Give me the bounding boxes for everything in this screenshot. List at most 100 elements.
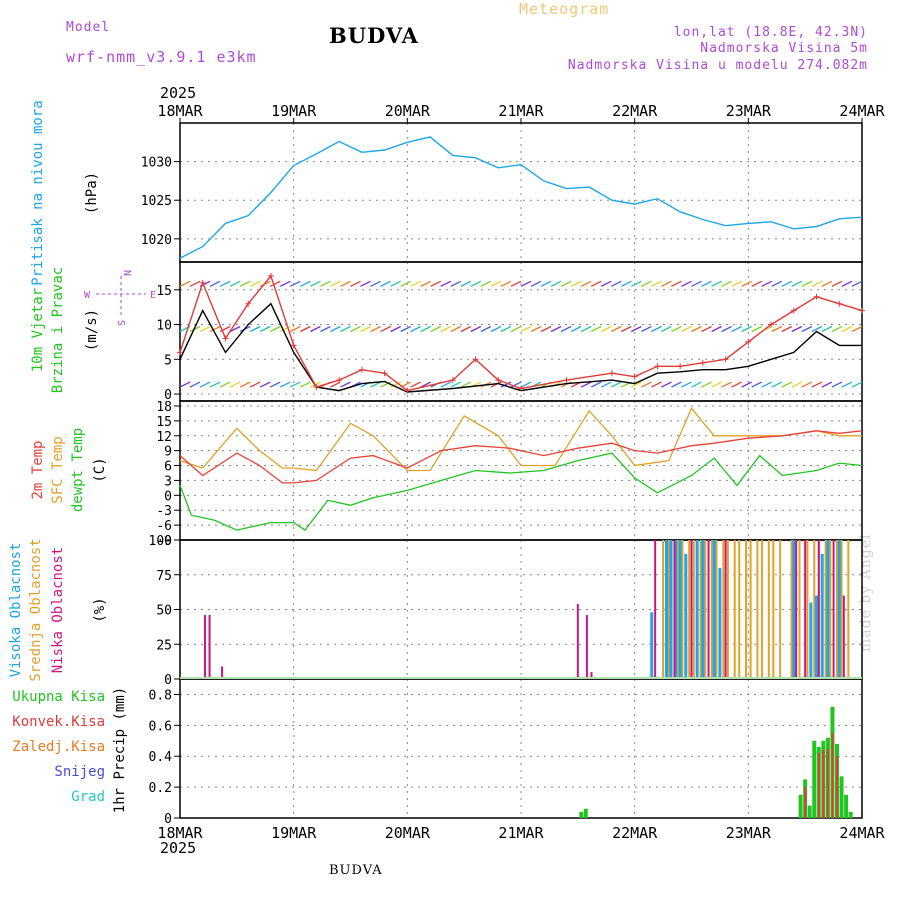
dewpt-ylabel: dewpt Temp [70,428,86,512]
cloud-bar [715,540,718,679]
ytick-label: 0 [164,673,172,688]
wind-arrow [701,381,712,388]
wind-arrow [621,325,632,333]
ytick-label: 0.2 [149,781,172,796]
panel-frame [179,678,863,819]
precip-bar-total [798,794,803,818]
wind-arrow [731,325,742,333]
cloud-bar [576,603,579,679]
ytick-label: 15 [156,284,172,299]
wind-arrow [661,325,672,333]
wind-arrow [300,381,311,388]
xtick-label-bottom: 20MAR [385,824,431,842]
cloud-bar [724,540,727,679]
wind-arrow [711,325,722,333]
xtick-label-bottom: 23MAR [726,824,772,842]
wind-arrow [851,381,863,388]
wind-arrow [450,280,462,287]
xtick-label-bottom: 22MAR [612,824,658,842]
wind-arrow [791,381,803,388]
wind-arrow [751,325,762,333]
ytick-label: -6 [156,519,172,534]
wind-arrow [761,381,772,388]
cloud-bar [704,540,707,679]
ytick-label: 25 [156,638,172,653]
wind-arrow [450,381,462,388]
cloud-bar [688,540,691,679]
wind-arrow [500,381,512,388]
wind-arrow [490,325,502,333]
wind-arrow [249,381,261,388]
wind-arrow [340,381,351,388]
wind-arrow [480,280,492,287]
cloud-bar [695,540,699,679]
gust-marker [199,279,206,286]
wind-arrow [510,325,522,333]
gust-marker [358,366,365,373]
wind-arrow [661,381,672,388]
wind-arrow [641,280,652,287]
xtick-label-bottom: 18MAR [157,824,203,842]
ytick-label: 6 [164,460,172,475]
wind-arrow [681,280,692,287]
wind-arrow [300,325,311,333]
gust-marker [518,385,524,392]
footer-station: BUDVA [329,863,383,878]
cloud-bar [829,540,832,679]
wind-arrow [610,381,622,388]
wind-arrow [500,280,512,287]
wind-arrow [390,381,401,388]
wind-arrow [219,280,231,287]
wind-arrow [560,280,572,287]
wind-arrow [570,325,582,333]
wind-arrow [360,325,371,333]
cloud-bar [710,540,713,679]
sfc-temp-line [179,407,862,472]
cloud-bar [847,540,850,679]
ytick-label: 1030 [141,156,172,171]
wind-arrow [179,280,191,287]
wind-arrow [209,381,221,388]
cloud-bar [701,540,705,679]
wind-arrow [280,325,291,333]
gust-marker [245,300,252,307]
wind-arrow [470,280,482,287]
xtick-label-top: 24MAR [839,102,885,120]
precip-bar-conv [817,753,820,818]
cloud-bar [674,540,678,679]
cloud-bar [707,540,710,679]
wind-arrow [671,381,682,388]
wind-arrow [580,280,592,287]
model-altitude-label: Nadmorska Visina u modelu 274.082m [567,58,868,73]
cloud-bar [842,595,845,679]
wind-arrow [400,280,411,287]
panel-pressure: 1020 1025 1030 [141,122,863,263]
dir-legend-e: E [150,290,156,301]
high-cloud-ylabel: Visoka Oblacnost [8,543,24,678]
wind-arrow [811,381,823,388]
year-top: 2025 [160,84,197,102]
wind-arrow [721,325,732,333]
ytick-label: 1020 [141,233,172,248]
wind-arrow [741,280,752,287]
wind-arrow [239,280,251,287]
wind-arrow [651,381,662,388]
wind-arrow [701,280,712,287]
cloud-bar [835,540,838,679]
wind-arrow [610,280,622,287]
wind-arrow [460,280,472,287]
wind-arrow [440,325,452,333]
cloud-bar [820,553,824,679]
model-label: Model [66,20,111,35]
wind-arrow [360,280,371,287]
gust-marker [495,377,502,384]
panel-wind: 0 5 10 15 [156,261,863,403]
wind-arrow [430,280,442,287]
dir-legend-s: S [115,320,126,326]
wind-arrow [600,325,612,333]
precip-bar-total [583,808,588,818]
wind-arrow [590,381,602,388]
wind-arrow [189,325,201,333]
wind-arrow [741,325,752,333]
